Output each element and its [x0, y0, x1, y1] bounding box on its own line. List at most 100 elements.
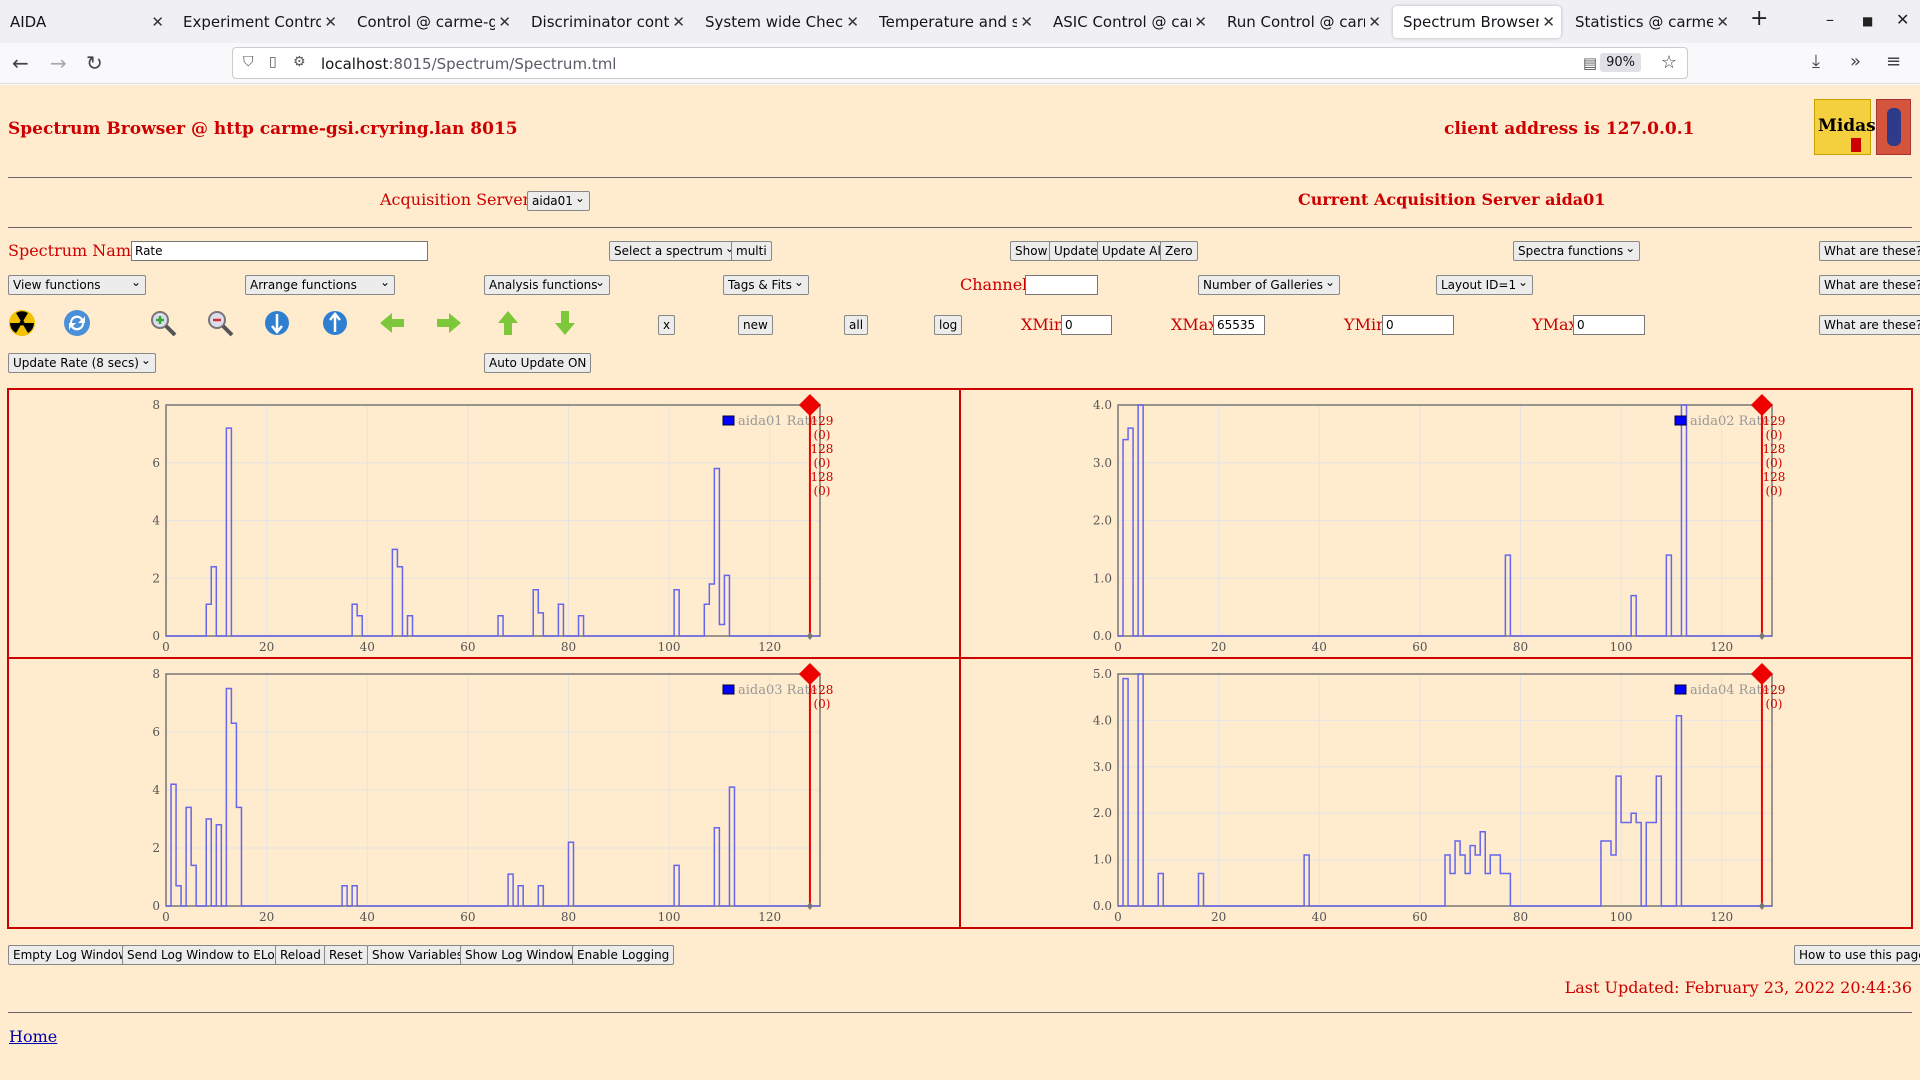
show-button[interactable]: Show [1010, 241, 1053, 261]
tags-fits-dropdown[interactable]: Tags & Fits [723, 273, 809, 295]
zero-button[interactable]: Zero [1160, 241, 1198, 261]
page-icon[interactable]: ▯ [269, 54, 277, 70]
all-button[interactable]: all [844, 315, 869, 335]
show-variables-button[interactable]: Show Variables [367, 945, 469, 965]
spectra-functions-dropdown[interactable]: Spectra functions [1513, 239, 1641, 261]
overflow-chevron-icon[interactable]: » [1850, 51, 1862, 72]
close-icon[interactable]: ✕ [151, 13, 164, 31]
tab-temperature[interactable]: Temperature and stat✕ [869, 6, 1039, 38]
zoom-out-icon[interactable] [206, 309, 234, 337]
marker-handle[interactable] [1750, 394, 1773, 416]
tab-label: Spectrum Browser @ [1403, 13, 1539, 31]
tab-statistics[interactable]: Statistics @ carme-g✕ [1565, 6, 1735, 38]
send-log-elog-button[interactable]: Send Log Window to ELog [122, 945, 288, 965]
close-icon[interactable]: ✕ [1368, 13, 1381, 31]
close-icon[interactable]: ✕ [672, 13, 685, 31]
acquisition-server-select[interactable]: aida01 [527, 189, 590, 211]
ymax-input[interactable]: 0 [1573, 315, 1645, 335]
arrange-functions-dropdown[interactable]: Arrange functions [245, 273, 395, 295]
back-icon[interactable]: ← [12, 51, 29, 75]
tab-experiment-control[interactable]: Experiment Control @✕ [173, 6, 343, 38]
what-are-these-button[interactable]: What are these? [1819, 275, 1920, 295]
tab-discriminator[interactable]: Discriminator control✕ [521, 6, 691, 38]
reload-icon[interactable]: ↻ [86, 51, 103, 75]
view-functions-dropdown[interactable]: View functions [8, 273, 146, 295]
home-link[interactable]: Home [9, 1027, 58, 1046]
minimize-icon[interactable]: – [1826, 10, 1834, 29]
maximize-icon[interactable]: ■ [1862, 14, 1874, 28]
tab-control[interactable]: Control @ carme-gsi ✕ [347, 6, 517, 38]
what-are-these-button[interactable]: What are these? [1819, 241, 1920, 261]
spectrum-chart-aida01[interactable]: 0 20 40 60 80 100 120 0 2 4 6 8 aida01 Rate 129 (0) 128… [7, 388, 961, 659]
permissions-icon[interactable]: ⚙ [293, 54, 306, 70]
expand-y-icon[interactable] [263, 309, 291, 337]
close-icon[interactable]: ✕ [324, 13, 337, 31]
reader-view-icon[interactable]: ▤ [1582, 54, 1597, 72]
bookmark-star-icon[interactable]: ☆ [1660, 52, 1677, 73]
spectrum-chart-aida04[interactable]: 0 20 40 60 80 100 120 0.0 1.0 2.0 3.0 4.0 5.0 aida04 … [959, 657, 1913, 929]
arrow-down-icon[interactable] [551, 309, 579, 337]
tab-aida[interactable]: AIDA ✕ [0, 6, 170, 38]
ymin-input[interactable]: 0 [1382, 315, 1454, 335]
tab-run-control[interactable]: Run Control @ carme✕ [1217, 6, 1387, 38]
arrow-left-icon[interactable] [378, 309, 406, 337]
enable-logging-button[interactable]: Enable Logging [572, 945, 675, 965]
multi-button[interactable]: multi [731, 241, 772, 261]
update-rate-dropdown[interactable]: Update Rate (8 secs) [8, 351, 156, 373]
arrow-up-icon[interactable] [494, 309, 522, 337]
spectrum-chart-aida02[interactable]: 0 20 40 60 80 100 120 0.0 1.0 2.0 3.0 4.0 aida02 Rat… [959, 388, 1913, 659]
forward-icon[interactable]: → [50, 51, 67, 75]
url-bar[interactable]: ⛉ ▯ ⚙ localhost:8015/Spectrum/Spectrum.t… [232, 47, 1688, 79]
close-icon[interactable]: ✕ [846, 13, 859, 31]
tab-asic-control[interactable]: ASIC Control @ carm✕ [1043, 6, 1213, 38]
zoom-in-icon[interactable] [149, 309, 177, 337]
how-to-use-button[interactable]: How to use this page [1794, 945, 1920, 965]
new-tab-icon[interactable]: + [1750, 6, 1769, 31]
close-icon[interactable]: ✕ [1020, 13, 1033, 31]
spectrum-plot[interactable]: 0 20 40 60 80 100 120 0.0 1.0 2.0 3.0 4.0 aida02 Rat… [961, 390, 1911, 657]
update-button[interactable]: Update [1049, 241, 1103, 261]
xmax-input[interactable]: 65535 [1213, 315, 1265, 335]
url-text[interactable]: localhost:8015/Spectrum/Spectrum.tml [321, 55, 616, 73]
x-button[interactable]: x [658, 315, 676, 335]
menu-icon[interactable]: ≡ [1886, 51, 1902, 72]
reset-button[interactable]: Reset [324, 945, 368, 965]
close-icon[interactable]: ✕ [1194, 13, 1207, 31]
close-icon[interactable]: ✕ [1542, 13, 1555, 31]
auto-update-button[interactable]: Auto Update ON [484, 353, 592, 373]
show-log-window-button[interactable]: Show Log Window [460, 945, 579, 965]
marker-handle[interactable] [798, 663, 821, 685]
reload-button[interactable]: Reload [275, 945, 326, 965]
update-all-button[interactable]: Update All [1097, 241, 1170, 261]
spectrum-name-input[interactable]: Rate [131, 241, 428, 261]
arrow-right-icon[interactable] [435, 309, 463, 337]
x-tick-label: 20 [259, 910, 274, 924]
refresh-icon[interactable] [63, 309, 91, 337]
marker-handle[interactable] [798, 394, 821, 416]
spectrum-plot[interactable]: 0 20 40 60 80 100 120 0.0 1.0 2.0 3.0 4.0 5.0 aida04 … [961, 659, 1911, 927]
layout-dropdown[interactable]: Layout ID=1 [1436, 273, 1534, 295]
marker-handle[interactable] [1750, 663, 1773, 685]
zoom-level[interactable]: 90% [1600, 53, 1641, 72]
spectrum-chart-aida03[interactable]: 0 20 40 60 80 100 120 0 2 4 6 8 aida03 Rate 128 (0) [7, 657, 961, 929]
empty-log-button[interactable]: Empty Log Window [8, 945, 134, 965]
tab-system-checks[interactable]: System wide Checks✕ [695, 6, 865, 38]
log-button[interactable]: log [934, 315, 963, 335]
tab-spectrum-browser[interactable]: Spectrum Browser @✕ [1393, 6, 1561, 38]
compress-y-icon[interactable] [321, 309, 349, 337]
download-icon[interactable]: ⤓ [1812, 51, 1820, 72]
xmin-input[interactable]: 0 [1061, 315, 1112, 335]
analysis-functions-dropdown[interactable]: Analysis functions [484, 273, 610, 295]
galleries-dropdown[interactable]: Number of Galleries [1198, 273, 1341, 295]
shield-icon[interactable]: ⛉ [243, 54, 254, 70]
channel-input[interactable] [1025, 275, 1098, 295]
radiation-icon[interactable] [8, 309, 36, 337]
new-button[interactable]: new [738, 315, 773, 335]
what-are-these-button[interactable]: What are these? [1819, 315, 1920, 335]
select-spectrum-dropdown[interactable]: Select a spectrum [609, 239, 740, 261]
close-icon[interactable]: ✕ [498, 13, 511, 31]
window-close-icon[interactable]: ✕ [1896, 10, 1910, 29]
close-icon[interactable]: ✕ [1716, 13, 1729, 31]
